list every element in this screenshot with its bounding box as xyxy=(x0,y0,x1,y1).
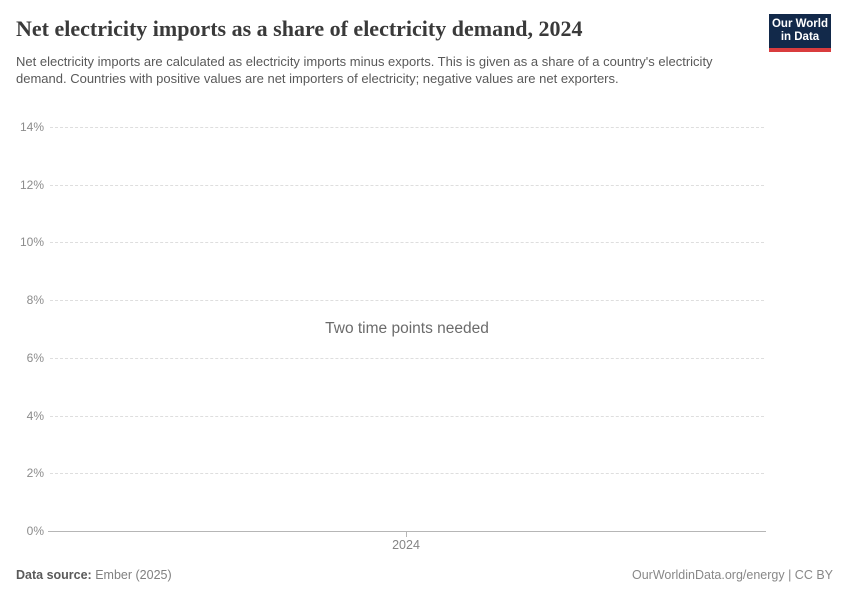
data-source-label: Data source: xyxy=(16,568,92,582)
y-gridline xyxy=(50,300,764,302)
data-source-value[interactable]: Ember (2025) xyxy=(95,568,172,582)
chart-footer: Data source: Ember (2025) OurWorldinData… xyxy=(16,568,833,582)
y-tick-label: 8% xyxy=(26,293,44,308)
y-tick-label: 4% xyxy=(26,408,44,423)
x-axis-baseline xyxy=(48,531,766,532)
chart-title: Net electricity imports as a share of el… xyxy=(16,16,583,41)
y-gridline xyxy=(50,415,764,417)
y-gridline xyxy=(50,127,764,128)
y-gridline xyxy=(50,242,764,244)
x-axis-tick-mark xyxy=(406,532,407,537)
owid-logo-line1: Our World xyxy=(771,18,828,30)
owid-logo[interactable]: Our World in Data xyxy=(769,14,831,52)
data-source: Data source: Ember (2025) xyxy=(16,568,172,582)
chart-subtitle: Net electricity imports are calculated a… xyxy=(16,54,713,86)
owid-logo-line2: in Data xyxy=(780,31,820,43)
empty-chart-message: Two time points needed xyxy=(325,320,489,337)
y-tick-label: 0% xyxy=(26,524,44,538)
y-gridline xyxy=(50,184,764,186)
credit-line[interactable]: OurWorldinData.org/energy | CC BY xyxy=(631,568,833,582)
y-tick-label: 2% xyxy=(26,466,44,481)
y-gridline xyxy=(50,357,764,359)
y-tick-label: 6% xyxy=(26,350,44,365)
x-axis-tick-label: 2024 xyxy=(392,538,420,552)
y-gridline xyxy=(50,473,764,475)
y-tick-label: 10% xyxy=(19,235,44,250)
y-tick-label: 14% xyxy=(19,120,44,134)
y-tick-label: 12% xyxy=(19,177,44,192)
